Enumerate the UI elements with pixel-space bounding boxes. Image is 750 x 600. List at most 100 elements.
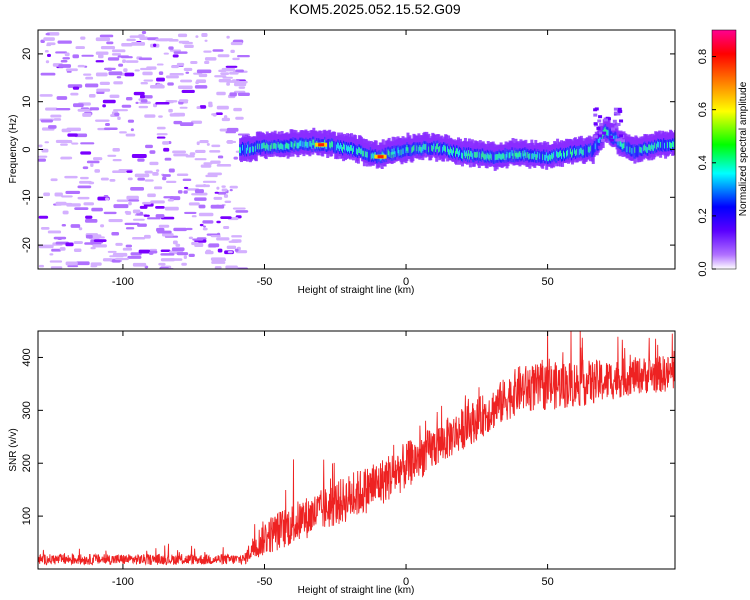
colorbar-tick-label: 0.8 [697,49,709,64]
spectrogram-noise-cell [135,101,139,105]
spectrogram-noise-cell [230,41,243,46]
spectrogram-noise-cell [100,46,116,50]
spectrogram-noise-cell [53,236,67,240]
spectrogram-noise-cell [92,157,103,161]
spectrogram-noise-cell [134,173,150,178]
spectrogram-noise-cell [138,98,142,101]
spectrogram-noise-cell [38,215,49,219]
spectrogram-noise-cell [140,94,145,99]
spectrogram-noise-cell [149,85,165,89]
spectrogram-noise-cell [230,49,235,54]
spectrogram-ridge-outer [618,138,623,142]
spectrogram-ridge-outer [613,107,618,111]
spectrogram-noise-cell [179,106,188,109]
spectrogram-noise-cell [199,223,204,227]
colorbar-gradient [711,29,737,270]
spectrogram-noise-cell [41,148,49,153]
spectrogram-ridge-outer [597,134,602,138]
spectrogram-noise-cell [40,39,45,44]
spectrogram-noise-cell [229,188,233,192]
spectrogram-noise-cell [75,261,90,266]
spectrogram-noise-cell [138,57,153,61]
spectrogram-noise-cell [125,227,135,230]
spectrogram-noise-cell [75,46,85,50]
spectrogram-noise-cell [40,119,54,123]
spectrogram-noise-cell [177,85,193,90]
spectrogram-noise-cell [217,191,227,195]
snr-ytick-label: 300 [21,401,33,419]
spectrogram-noise-cell [183,255,187,260]
spectrogram-noise-cell [60,60,68,63]
spectrogram-noise-cell [235,250,248,254]
spectrogram-noise-cell [83,73,92,76]
spectrogram-noise-cell [112,49,126,53]
spectrogram-noise-cell [168,46,174,50]
spectrogram-noise-cell [162,141,170,145]
spectrogram-noise-cell [214,266,222,269]
spectrogram-noise-cell [160,253,175,256]
spectrogram-noise-cell [173,153,189,157]
spectrogram-noise-cell [122,59,126,63]
spectrogram-noise-cell [147,193,156,198]
spectrogram-noise-cell [100,177,109,181]
spectrogram-noise-cell [220,216,232,220]
spectrogram-noise-cell [217,54,230,58]
spectrogram-noise-cell [67,133,78,137]
spectrogram-noise-cell [131,41,146,46]
spectrogram-noise-cell [199,105,207,109]
spectrogram-noise-cell [38,158,46,162]
spectrogram-noise-cell [204,39,208,42]
spectrogram-noise-cell [202,225,206,228]
spectrogram-noise-cell [65,261,78,266]
spectrogram-noise-cell [131,154,147,158]
spectrogram-noise-cell [90,241,102,245]
spectrogram-noise-cell [96,88,111,92]
spectrogram-noise-cell [143,79,154,82]
spectrogram-ridge-outer [603,118,608,122]
spectrogram-noise-cell [103,194,109,198]
spectrogram-noise-cell [204,250,214,255]
spectrogram-noise-cell [181,89,195,93]
spectrogram-noise-cell [166,180,177,183]
spectrogram-noise-cell [44,141,49,144]
spectrogram-xtick-label: 50 [541,276,553,288]
spectrogram-noise-cell [217,248,223,253]
spectrogram-noise-cell [195,184,210,188]
spectrogram-noise-cell [126,195,139,200]
spectrogram-ridge-outer [598,131,603,135]
spectrogram-noise-cell [80,151,92,155]
spectrogram-noise-cell [184,211,197,214]
spectrogram-noise-cell [72,86,80,90]
spectrogram-noise-cell [168,108,173,113]
spectrogram-noise-cell [73,241,83,244]
spectrogram-noise-cell [188,202,200,206]
spectrogram-noise-cell [168,168,175,173]
spectrogram-noise-cell [140,67,152,71]
spectrogram-noise-cell [90,262,102,266]
spectrogram-ridge-outer [593,135,598,139]
spectrogram-noise-cell [81,54,94,57]
spectrogram-noise-cell [108,218,123,223]
spectrogram-xtick-label: -100 [112,276,134,288]
spectrogram-noise-cell [156,77,165,82]
spectrogram-noise-cell [173,51,188,54]
spectrogram-noise-cell [104,127,118,130]
spectrogram-noise-cell [198,212,214,217]
spectrogram-noise-cell [73,103,84,108]
spectrogram-noise-cell [137,158,145,162]
spectrogram-noise-cell [112,159,122,162]
spectrogram-xlabel: Height of straight line (km) [298,285,415,296]
spectrogram-noise-cell [85,215,93,219]
spectrogram-noise-cell [199,139,209,144]
spectrogram-noise-cell [169,73,184,76]
spectrogram-noise-cell [50,114,62,118]
spectrogram-noise-cell [62,210,69,215]
spectrogram-ridge-outer [617,107,622,111]
spectrogram-noise-cell [50,266,63,269]
spectrogram-noise-cell [221,188,228,192]
spectrogram-noise-cell [82,166,89,170]
spectrogram-noise-cell [229,71,239,75]
spectrogram-noise-cell [112,252,128,257]
spectrogram-ridge-outer [614,125,619,129]
